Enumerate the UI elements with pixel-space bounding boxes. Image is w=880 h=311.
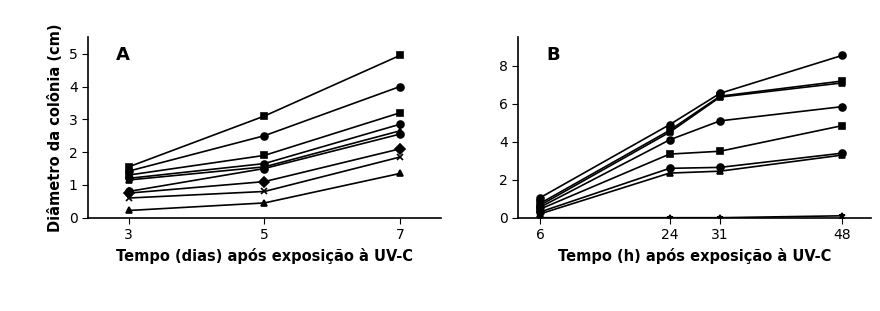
Y-axis label: Diâmetro da colônia (cm): Diâmetro da colônia (cm)	[48, 23, 63, 232]
X-axis label: Tempo (dias) após exposição à UV-C: Tempo (dias) após exposição à UV-C	[116, 248, 413, 264]
Text: B: B	[546, 46, 561, 64]
Text: A: A	[116, 46, 130, 64]
X-axis label: Tempo (h) após exposição à UV-C: Tempo (h) após exposição à UV-C	[558, 248, 832, 264]
